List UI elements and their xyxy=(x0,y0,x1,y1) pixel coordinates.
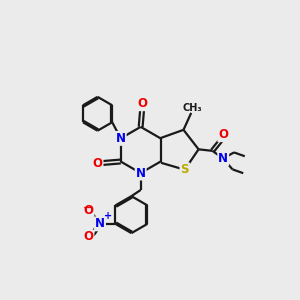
Text: N: N xyxy=(218,152,228,165)
Text: O: O xyxy=(83,230,94,244)
Text: N: N xyxy=(136,167,146,180)
Text: N: N xyxy=(116,132,126,145)
Text: S: S xyxy=(181,163,189,176)
Text: O: O xyxy=(218,128,228,141)
Text: O: O xyxy=(93,157,103,169)
Text: −: − xyxy=(83,203,92,213)
Text: CH₃: CH₃ xyxy=(182,103,202,113)
Text: N: N xyxy=(95,218,105,230)
Text: O: O xyxy=(137,97,147,110)
Text: O: O xyxy=(83,204,94,217)
Text: +: + xyxy=(104,211,112,221)
